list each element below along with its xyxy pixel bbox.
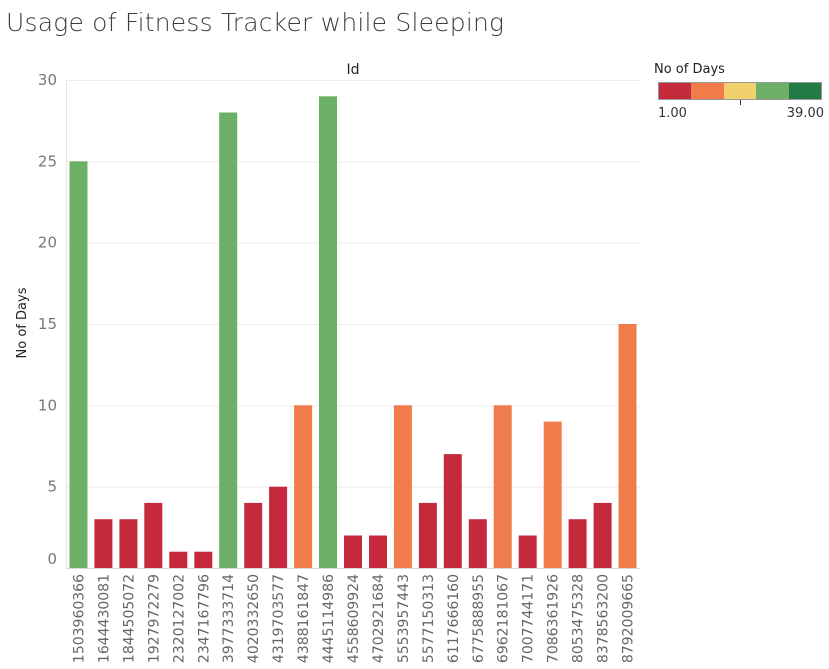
bar-5577150313[interactable] — [418, 502, 437, 568]
y-axis-ticks: 0 5 10 15 20 25 30 — [38, 71, 57, 568]
x-tick-label-6962181067: 6962181067 — [496, 574, 512, 663]
bar-4020332650[interactable] — [244, 502, 263, 568]
legend-swatch-2 — [691, 83, 724, 99]
x-axis-ticks: 1503960366 1644430081 1844505072 1927972279… — [72, 574, 637, 663]
bar-4445114986[interactable] — [319, 96, 337, 569]
y-axis-label: No of Days — [15, 287, 30, 358]
bar-2347167796[interactable] — [194, 551, 213, 568]
bars — [69, 96, 637, 569]
bar-4558609924[interactable] — [344, 535, 362, 569]
x-tick-label-6775888955: 6775888955 — [471, 574, 487, 663]
x-tick-label-2320127002: 2320127002 — [171, 574, 187, 663]
x-tick-label-1844505072: 1844505072 — [121, 574, 137, 663]
x-tick-label-8053475328: 8053475328 — [571, 574, 587, 663]
x-tick-label-5553957443: 5553957443 — [396, 574, 412, 663]
y-tick-label-5: 5 — [47, 478, 57, 496]
legend-swatch-5 — [788, 83, 822, 99]
x-tick-label-4558609924: 4558609924 — [346, 574, 362, 663]
bar-6775888955[interactable] — [468, 519, 487, 568]
x-tick-label-4319703577: 4319703577 — [271, 574, 287, 663]
bar-8053475328[interactable] — [568, 519, 587, 568]
legend-midpoint-marker — [658, 100, 822, 106]
y-tick-label-10: 10 — [38, 396, 57, 414]
x-tick-label-5577150313: 5577150313 — [421, 574, 437, 663]
y-tick-label-25: 25 — [38, 152, 57, 170]
bar-1644430081[interactable] — [94, 519, 113, 568]
bar-8378563200[interactable] — [593, 502, 612, 568]
x-tick-label-7007744171: 7007744171 — [521, 574, 537, 663]
legend-title: No of Days — [654, 62, 725, 77]
legend-max-label: 39.00 — [786, 106, 824, 121]
bar-6962181067[interactable] — [493, 405, 512, 568]
legend-min-label: 1.00 — [658, 106, 687, 121]
bar-8792009665[interactable] — [618, 324, 637, 568]
legend-swatch-3 — [723, 83, 757, 99]
bar-1844505072[interactable] — [119, 519, 138, 568]
bar-1927972279[interactable] — [144, 502, 163, 568]
bar-6117666160[interactable] — [443, 454, 462, 568]
bar-4388161847[interactable] — [294, 405, 313, 568]
legend-swatch-1 — [659, 83, 692, 99]
bar-3977333714[interactable] — [219, 112, 238, 569]
bar-7086361926[interactable] — [543, 421, 562, 568]
gridlines — [66, 80, 640, 488]
x-tick-label-4020332650: 4020332650 — [246, 574, 262, 663]
x-tick-label-3977333714: 3977333714 — [221, 574, 237, 663]
bar-2320127002[interactable] — [169, 551, 188, 568]
color-legend: No of Days 1.00 39.00 — [654, 62, 826, 121]
column-header: Id — [346, 62, 359, 78]
x-tick-label-8378563200: 8378563200 — [596, 574, 612, 663]
bar-4319703577[interactable] — [269, 486, 288, 568]
chart-title: Usage of Fitness Tracker while Sleeping — [6, 8, 505, 37]
legend-swatch-4 — [756, 83, 789, 99]
x-tick-label-8792009665: 8792009665 — [621, 574, 637, 663]
legend-range: 1.00 39.00 — [658, 106, 824, 121]
bar-7007744171[interactable] — [518, 535, 537, 569]
x-tick-label-7086361926: 7086361926 — [546, 574, 562, 663]
x-tick-label-1644430081: 1644430081 — [96, 574, 112, 663]
y-tick-label-30: 30 — [38, 71, 57, 89]
bar-4702921684[interactable] — [369, 535, 387, 569]
bar-1503960366[interactable] — [69, 161, 88, 569]
y-tick-label-0: 0 — [47, 550, 57, 568]
x-tick-label-4445114986: 4445114986 — [321, 574, 337, 663]
y-tick-label-15: 15 — [38, 315, 57, 333]
x-tick-label-4388161847: 4388161847 — [296, 574, 312, 663]
legend-color-ramp — [658, 82, 822, 100]
x-tick-label-4702921684: 4702921684 — [371, 574, 387, 663]
y-tick-label-20: 20 — [38, 234, 57, 252]
x-tick-label-1927972279: 1927972279 — [146, 574, 162, 663]
bar-5553957443[interactable] — [393, 405, 412, 568]
x-tick-label-1503960366: 1503960366 — [72, 574, 88, 663]
x-tick-label-2347167796: 2347167796 — [196, 574, 212, 663]
x-tick-label-6117666160: 6117666160 — [446, 574, 462, 663]
